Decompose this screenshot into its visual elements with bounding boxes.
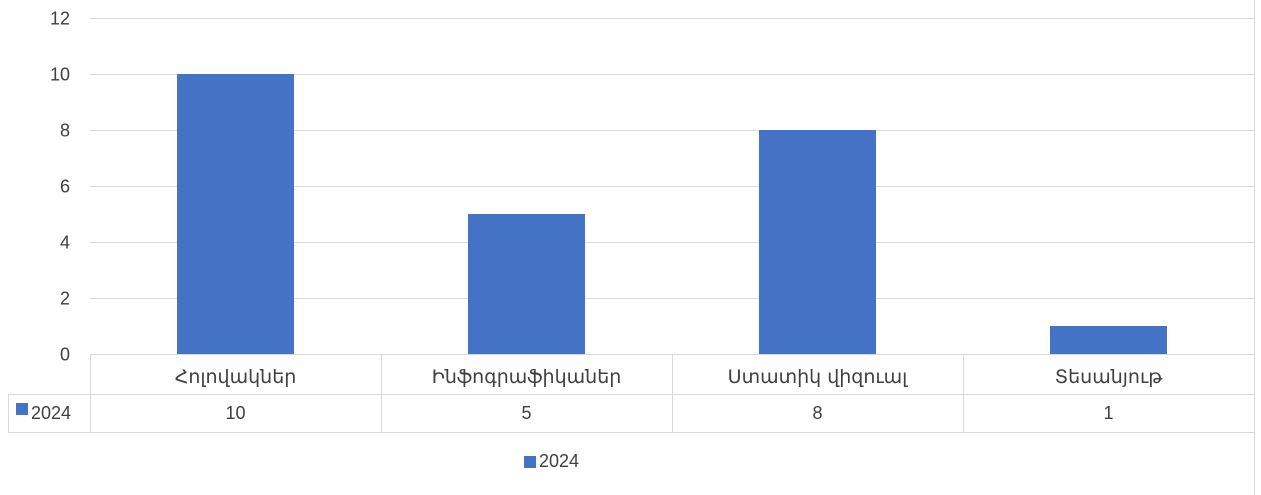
y-tick-label: 6	[60, 177, 70, 197]
legend: 2024	[524, 451, 579, 472]
y-axis-ticks: 0 2 4 6 8 10 12	[50, 9, 70, 365]
category-label: Տեսանյութ	[1055, 366, 1163, 388]
bar	[759, 130, 876, 354]
bar	[1050, 326, 1167, 354]
bars	[177, 74, 1167, 354]
legend-label: 2024	[539, 451, 580, 471]
table-value: 10	[225, 403, 245, 423]
table-value: 5	[521, 403, 531, 423]
y-tick-label: 4	[60, 233, 70, 253]
y-tick-label: 12	[50, 9, 70, 29]
category-label: Հոլովակներ	[175, 366, 297, 388]
table-series-name: 2024	[31, 403, 71, 423]
data-table: Հոլովակներ 10 Ինֆոգրաֆիկաներ 5 Ստատիկ վիզուա…	[8, 354, 1255, 433]
table-series-swatch	[16, 403, 28, 415]
category-label: Ինֆոգրաֆիկաներ	[432, 366, 622, 388]
y-tick-label: 2	[60, 289, 70, 309]
y-tick-label: 0	[60, 345, 70, 365]
table-value: 8	[812, 403, 822, 423]
table-value: 1	[1103, 403, 1113, 423]
bar	[177, 74, 294, 354]
legend-swatch	[524, 455, 536, 468]
y-tick-label: 10	[50, 65, 70, 85]
y-tick-label: 8	[60, 121, 70, 141]
bar	[468, 214, 585, 354]
category-label: Ստատիկ վիզուալ	[728, 366, 908, 388]
